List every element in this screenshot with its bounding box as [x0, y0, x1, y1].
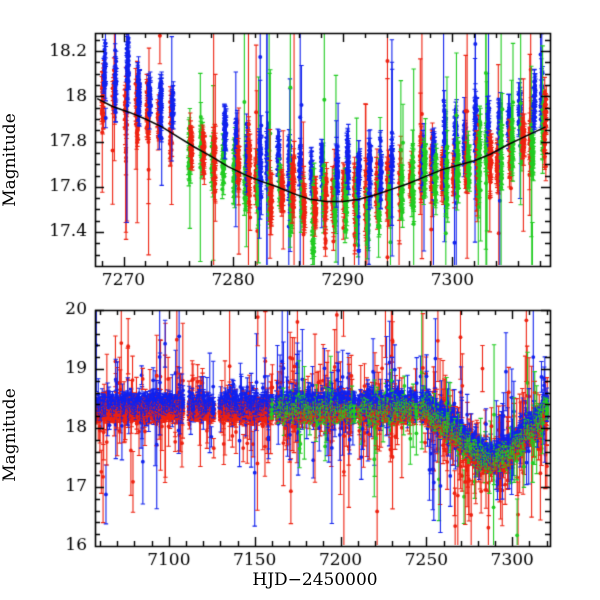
light-curve-figure: Magnitude Magnitude HJD−2450000 — [0, 0, 600, 600]
light-curve-canvas — [0, 0, 600, 600]
